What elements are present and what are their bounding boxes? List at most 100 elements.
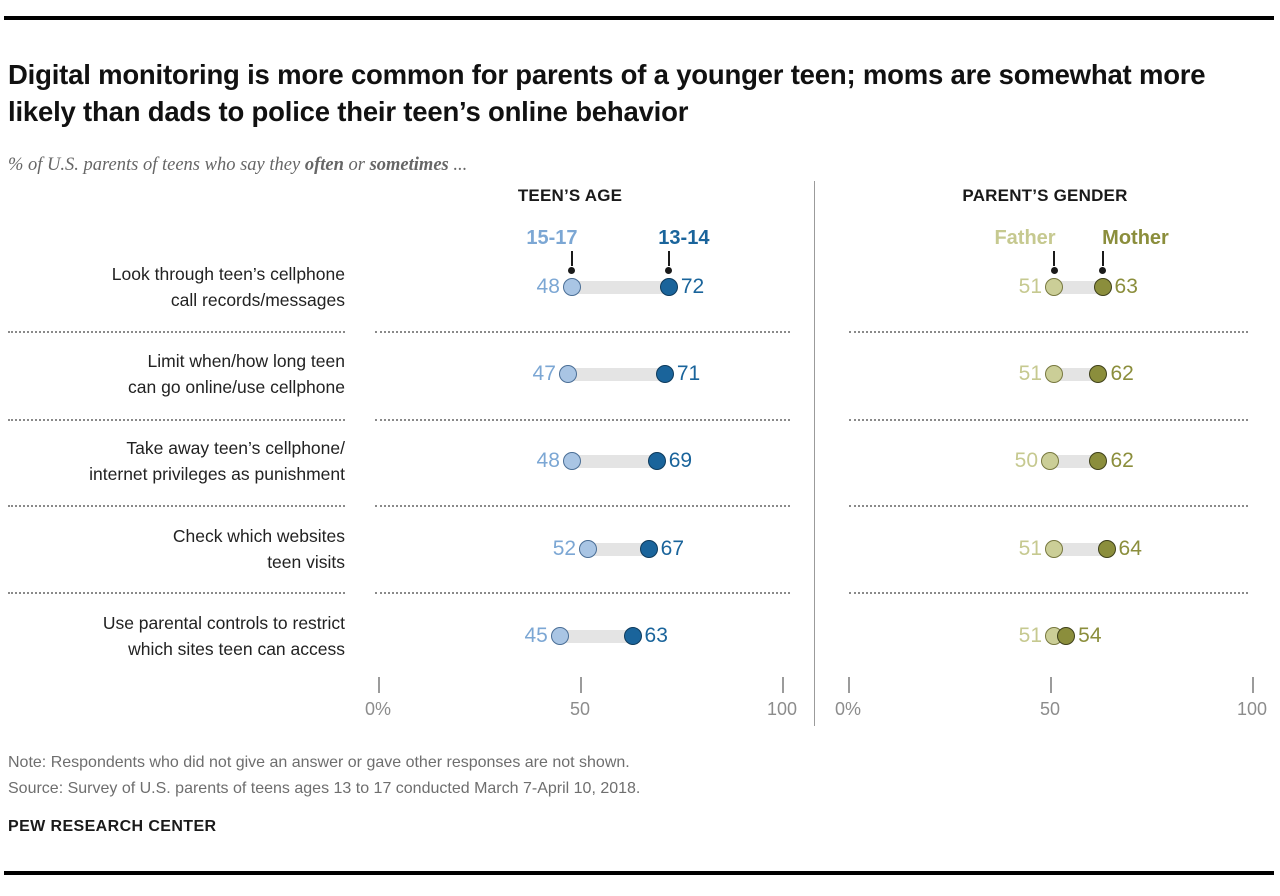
subtitle-suffix: ... [448, 154, 468, 175]
value-parent_gender-high: 64 [1118, 537, 1142, 560]
axis-tick [580, 677, 582, 693]
dot-parent_gender-high [1097, 540, 1116, 558]
row-separator [849, 592, 1248, 594]
value-teens_age-high: 72 [680, 275, 705, 298]
dot-parent_gender-low [1041, 452, 1059, 470]
dumbbell-connector [1054, 542, 1107, 556]
value-parent_gender-low: 51 [1018, 624, 1043, 647]
legend-pointer-dot [1099, 266, 1107, 274]
legend-pointer-line [1053, 251, 1056, 266]
dot-teens_age-low [579, 540, 598, 558]
chart-subtitle: % of U.S. parents of teens who say they … [8, 155, 1108, 176]
dot-teens_age-high [639, 540, 658, 558]
dumbbell-connector [559, 629, 633, 643]
panel-divider [814, 181, 815, 726]
dot-parent_gender-low [1045, 540, 1064, 558]
subtitle-emphasis-sometimes: sometimes [369, 154, 449, 175]
axis-tick [782, 677, 784, 693]
value-parent_gender-high: 54 [1078, 624, 1102, 647]
chart-note: Note: Respondents who did not give an an… [8, 754, 630, 771]
value-parent_gender-low: 51 [1018, 537, 1043, 560]
legend-pointer-dot [1050, 266, 1058, 274]
legend-label-13-14: 13-14 [658, 227, 710, 249]
row-label: Limit when/how long teen can go online/us… [128, 351, 345, 397]
dot-parent_gender-high [1093, 278, 1112, 296]
bottom-rule [4, 871, 1274, 875]
value-teens_age-high: 63 [644, 624, 668, 647]
dot-teens_age-high [623, 627, 642, 645]
value-teens_age-low: 48 [536, 449, 560, 472]
row-separator [849, 331, 1248, 333]
value-parent_gender-low: 51 [1018, 275, 1043, 298]
panel-header-teens-age: TEEN’S AGE [517, 186, 623, 205]
axis-tick-label: 50 [569, 699, 591, 719]
dot-teens_age-high [655, 365, 674, 383]
axis-tick [1252, 677, 1254, 693]
axis-tick [848, 677, 850, 693]
axis-tick-label: 100 [766, 699, 798, 719]
legend-label-Father: Father [994, 227, 1056, 249]
dot-parent_gender-high [1089, 452, 1108, 470]
row-separator [8, 331, 345, 333]
dot-teens_age-high [659, 278, 678, 296]
dot-teens_age-low [550, 627, 569, 645]
row-label: Check which websites teen visits [172, 526, 345, 572]
dot-teens_age-low [562, 278, 581, 296]
row-separator [8, 505, 345, 507]
legend-pointer-dot [568, 266, 576, 274]
row-separator [375, 331, 790, 333]
row-label: Use parental controls to restrict which s… [102, 613, 345, 659]
row-separator [849, 419, 1248, 421]
dot-teens_age-low [558, 365, 577, 383]
value-parent_gender-high: 62 [1110, 362, 1134, 385]
legend-label-15-17: 15-17 [526, 227, 578, 249]
row-separator [375, 505, 790, 507]
value-teens_age-low: 48 [536, 275, 560, 298]
brand-footer: PEW RESEARCH CENTER [8, 818, 217, 835]
value-teens_age-low: 45 [524, 624, 548, 647]
value-parent_gender-low: 51 [1018, 362, 1043, 385]
value-parent_gender-high: 62 [1110, 449, 1134, 472]
dumbbell-connector [1054, 280, 1103, 294]
row-separator [849, 505, 1248, 507]
axis-tick [1050, 677, 1052, 693]
value-teens_age-high: 69 [668, 449, 693, 472]
dot-teens_age-low [562, 452, 581, 470]
dot-parent_gender-high [1057, 627, 1076, 645]
dumbbell-connector [571, 454, 657, 468]
dot-teens_age-high [647, 452, 666, 470]
subtitle-mid: or [343, 154, 370, 175]
row-separator [8, 592, 345, 594]
row-label: Look through teen’s cellphone call record… [111, 264, 345, 310]
value-teens_age-high: 71 [676, 362, 701, 385]
dumbbell-connector [567, 367, 665, 381]
axis-tick [378, 677, 380, 693]
legend-pointer-line [1101, 251, 1104, 266]
value-teens_age-high: 67 [660, 537, 685, 560]
legend-label-Mother: Mother [1102, 227, 1169, 249]
row-separator [375, 419, 790, 421]
chart-title: Digital monitoring is more common for pa… [8, 59, 1206, 128]
dot-parent_gender-low [1045, 278, 1064, 296]
dot-parent_gender-high [1089, 365, 1108, 383]
dumbbell-connector [1054, 367, 1099, 381]
panel-header-parents-gender: PARENT’S GENDER [962, 186, 1128, 205]
dumbbell-connector [571, 280, 669, 294]
legend-pointer-line [667, 251, 670, 266]
value-teens_age-low: 52 [552, 537, 577, 560]
top-rule [4, 16, 1274, 20]
axis-tick-label: 50 [1039, 699, 1061, 719]
axis-tick-label: 100 [1236, 699, 1268, 719]
dot-parent_gender-low [1045, 365, 1064, 383]
subtitle-emphasis-often: often [304, 154, 344, 175]
chart-source: Source: Survey of U.S. parents of teens … [8, 780, 641, 797]
row-separator [375, 592, 790, 594]
axis-tick-label: 0% [834, 699, 862, 719]
dumbbell-connector [588, 542, 649, 556]
row-separator [8, 419, 345, 421]
value-parent_gender-high: 63 [1114, 275, 1138, 298]
legend-pointer-dot [665, 266, 673, 274]
value-parent_gender-low: 50 [1014, 449, 1038, 472]
legend-pointer-line [570, 251, 573, 266]
